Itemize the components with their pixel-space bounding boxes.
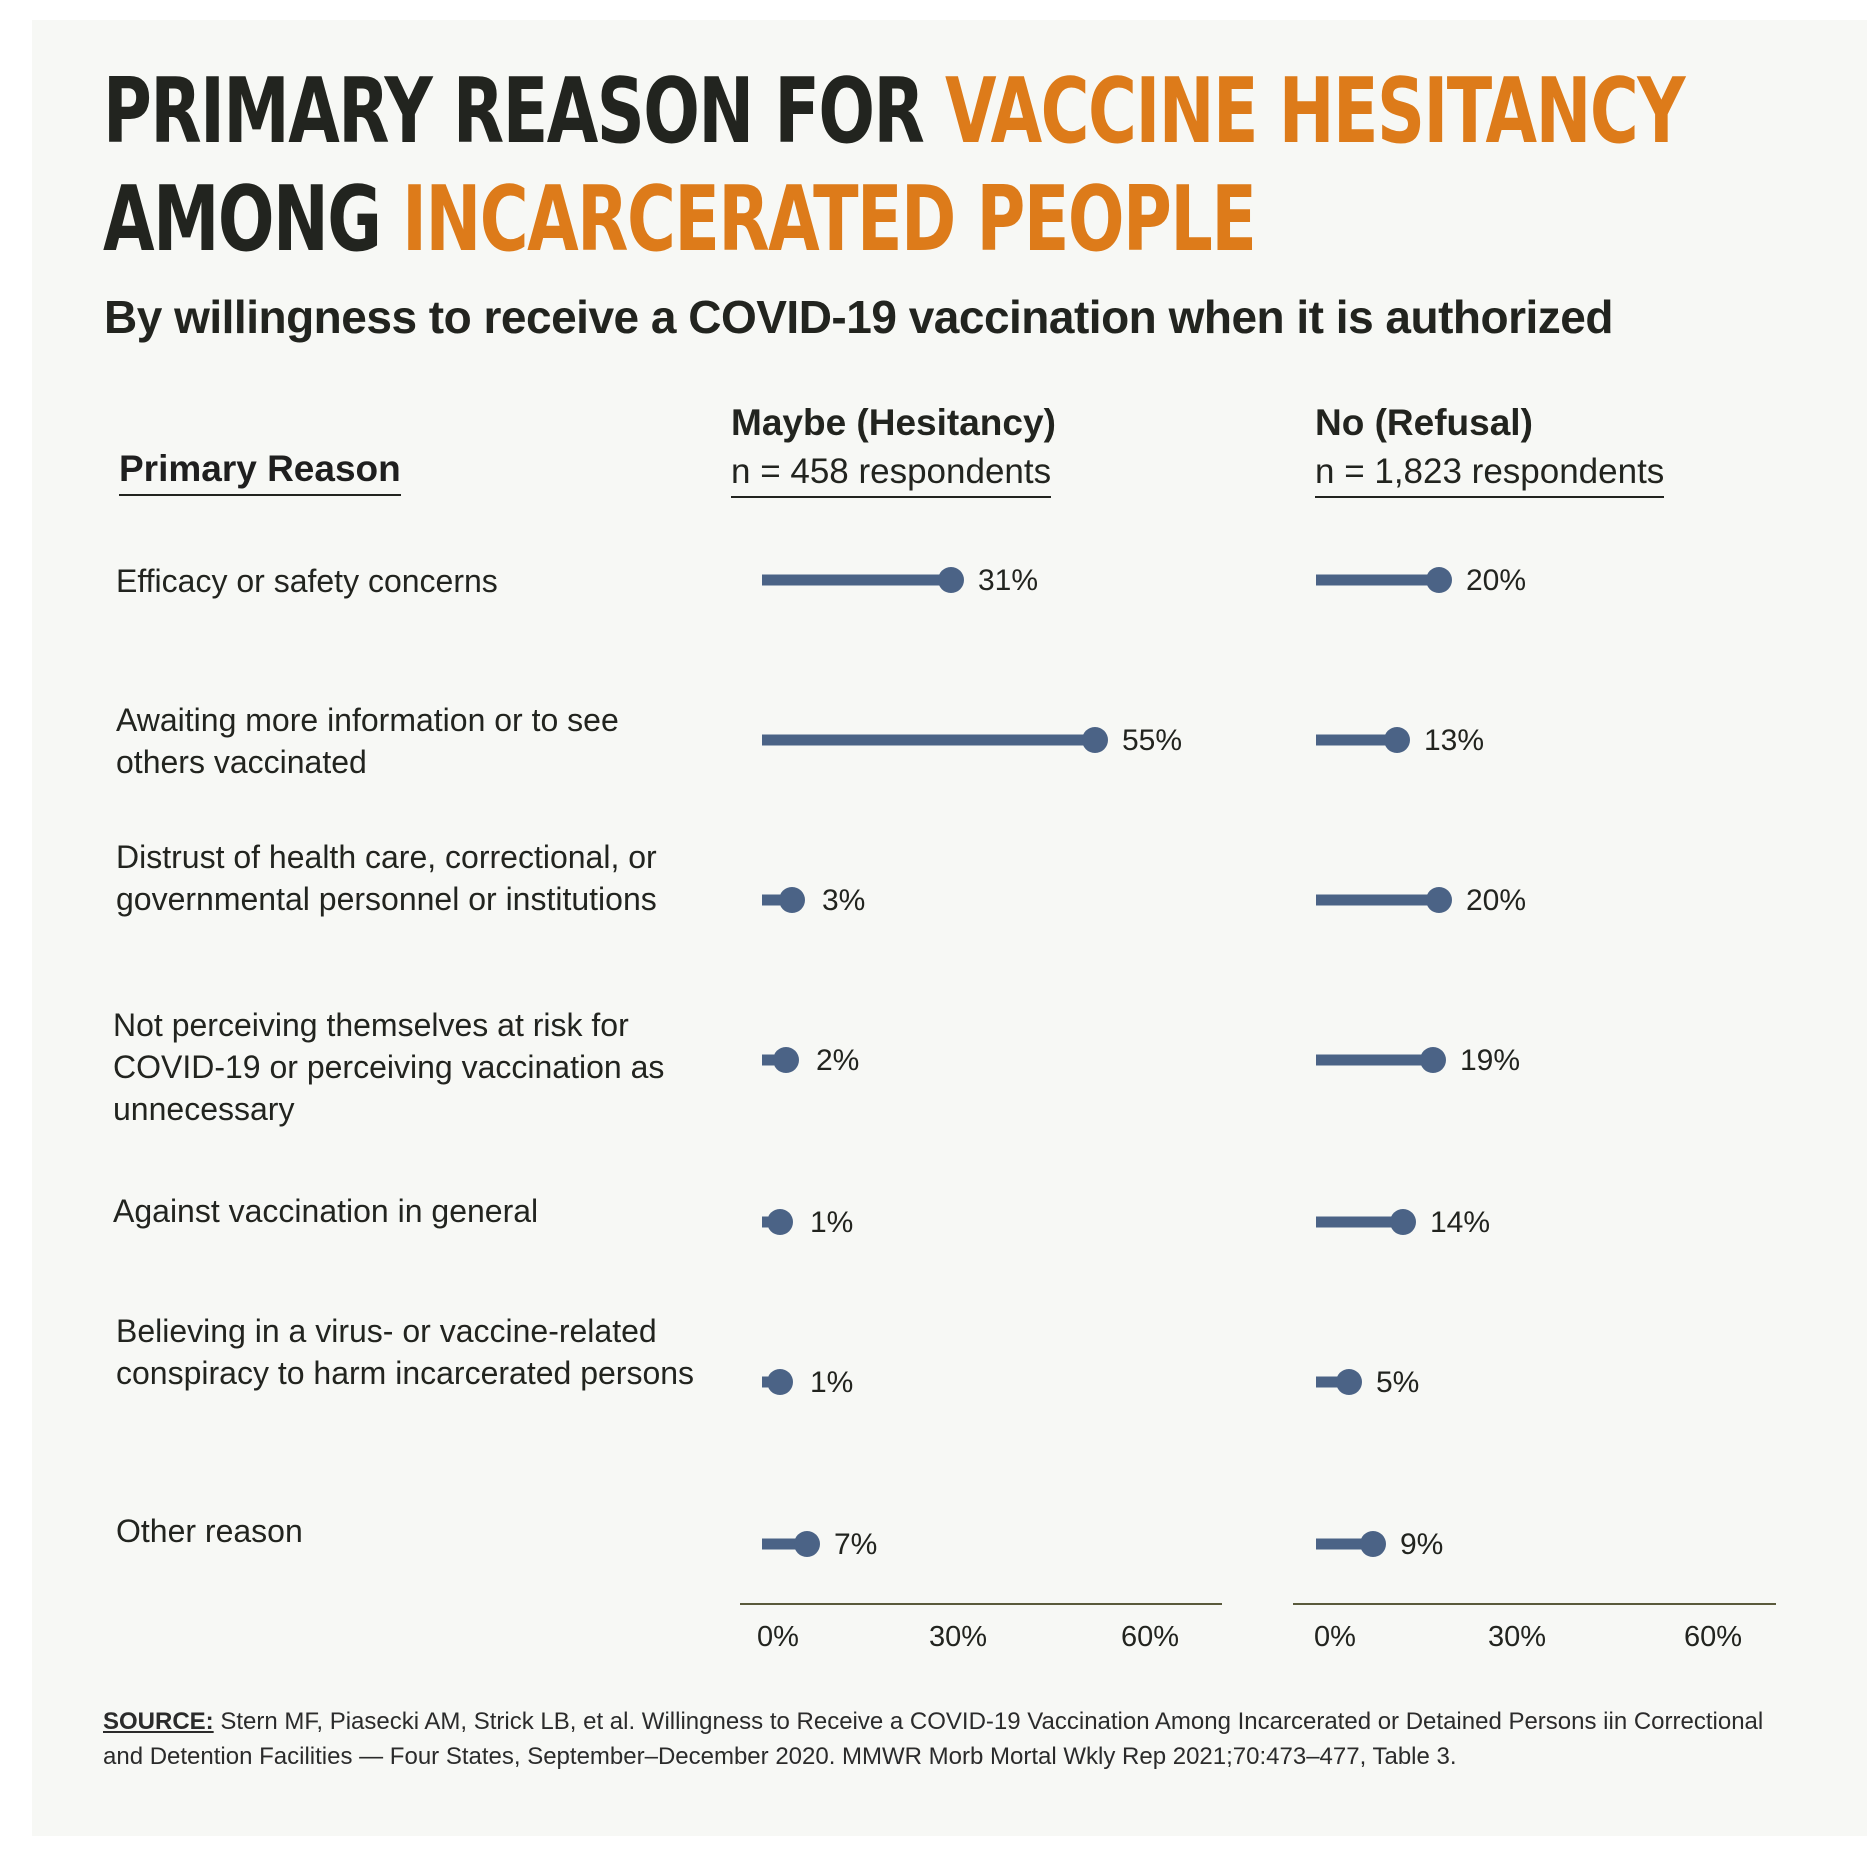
title-part-3: AMONG: [103, 167, 403, 272]
reason-label-line: others vaccinated: [116, 744, 367, 780]
chart-subtitle: By willingness to receive a COVID-19 vac…: [104, 291, 1614, 343]
value-label: 2%: [816, 1044, 859, 1077]
lollipop-dot: [1426, 567, 1452, 593]
lollipop-dot: [779, 887, 805, 913]
reason-label-line: Believing in a virus- or vaccine-related: [116, 1313, 657, 1349]
primary-reason-header: Primary Reason: [119, 448, 401, 496]
value-label: 14%: [1430, 1206, 1490, 1239]
reason-label-line: Distrust of health care, correctional, o…: [116, 839, 657, 875]
reason-label-1: Efficacy or safety concerns: [116, 560, 756, 602]
reason-label-line: conspiracy to harm incarcerated persons: [116, 1355, 695, 1391]
reason-label-line: unnecessary: [113, 1091, 295, 1127]
reason-label-7: Other reason: [116, 1510, 756, 1552]
maybe-column-title: Maybe (Hesitancy): [731, 402, 1056, 443]
value-label: 55%: [1122, 724, 1182, 757]
no-column-title: No (Refusal): [1315, 402, 1533, 443]
value-label: 1%: [810, 1366, 853, 1399]
series-maybe: 31% 55% 3% 2% 1% 1% 7% 0% 30% 60%: [740, 564, 1222, 1653]
value-label: 31%: [978, 564, 1038, 597]
lollipop-dot: [938, 567, 964, 593]
lollipop-dot: [1420, 1047, 1446, 1073]
source-label: SOURCE:: [103, 1708, 214, 1735]
x-tick-label: 0%: [757, 1621, 799, 1653]
reason-label-line: Efficacy or safety concerns: [116, 563, 498, 599]
reason-label-3: Distrust of health care, correctional, o…: [116, 836, 756, 920]
x-tick-label: 60%: [1121, 1621, 1179, 1653]
reason-label-line: governmental personnel or institutions: [116, 881, 657, 917]
source-note: SOURCE: Stern MF, Piasecki AM, Strick LB…: [103, 1704, 1803, 1774]
maybe-column-header: Maybe (Hesitancy) n = 458 respondents: [731, 402, 1056, 498]
no-column-n: n = 1,823 respondents: [1315, 452, 1665, 498]
lollipop-dot: [767, 1209, 793, 1235]
maybe-column-n: n = 458 respondents: [731, 452, 1052, 498]
lollipop-dot: [1426, 887, 1452, 913]
title-part-2: VACCINE HESITANCY: [945, 59, 1685, 164]
value-label: 7%: [834, 1528, 877, 1561]
reason-label-line: Awaiting more information or to see: [116, 702, 619, 738]
x-tick-label: 0%: [1314, 1621, 1356, 1653]
lollipop-dot: [773, 1047, 799, 1073]
reason-label-line: Against vaccination in general: [113, 1193, 539, 1229]
chart-title: PRIMARY REASON FOR VACCINE HESITANCY AMON…: [103, 58, 1686, 274]
value-label: 9%: [1400, 1528, 1443, 1561]
title-part-1: PRIMARY REASON FOR: [103, 59, 946, 164]
source-text: Stern MF, Piasecki AM, Strick LB, et al.…: [103, 1708, 1764, 1770]
lollipop-dot: [1082, 727, 1108, 753]
value-label: 13%: [1424, 724, 1484, 757]
reason-label-5: Against vaccination in general: [113, 1190, 753, 1232]
value-label: 1%: [810, 1206, 853, 1239]
chart-panel: [32, 20, 1867, 1836]
lollipop-dot: [1390, 1209, 1416, 1235]
reason-label-4: Not perceiving themselves at risk for COV…: [113, 1004, 753, 1130]
lollipop-dot: [1360, 1531, 1386, 1557]
x-tick-label: 30%: [1488, 1621, 1546, 1653]
value-label: 3%: [822, 884, 865, 917]
reason-label-line: COVID-19 or perceiving vaccination as: [113, 1049, 665, 1085]
series-no: 20% 13% 20% 19% 14% 5% 9% 0% 30% 60%: [1293, 564, 1776, 1653]
x-tick-label: 30%: [929, 1621, 987, 1653]
reason-label-2: Awaiting more information or to see other…: [116, 699, 756, 783]
title-part-4: INCARCERATED PEOPLE: [402, 167, 1257, 272]
value-label: 20%: [1466, 564, 1526, 597]
reason-label-line: Other reason: [116, 1513, 303, 1549]
lollipop-dot: [794, 1531, 820, 1557]
x-tick-label: 60%: [1684, 1621, 1742, 1653]
value-label: 5%: [1376, 1366, 1419, 1399]
lollipop-dot: [1384, 727, 1410, 753]
reason-label-6: Believing in a virus- or vaccine-related…: [116, 1310, 756, 1394]
value-label: 19%: [1460, 1044, 1520, 1077]
reason-label-line: Not perceiving themselves at risk for: [113, 1007, 629, 1043]
no-column-header: No (Refusal) n = 1,823 respondents: [1315, 402, 1665, 498]
lollipop-dot: [1336, 1369, 1362, 1395]
lollipop-dot: [767, 1369, 793, 1395]
value-label: 20%: [1466, 884, 1526, 917]
